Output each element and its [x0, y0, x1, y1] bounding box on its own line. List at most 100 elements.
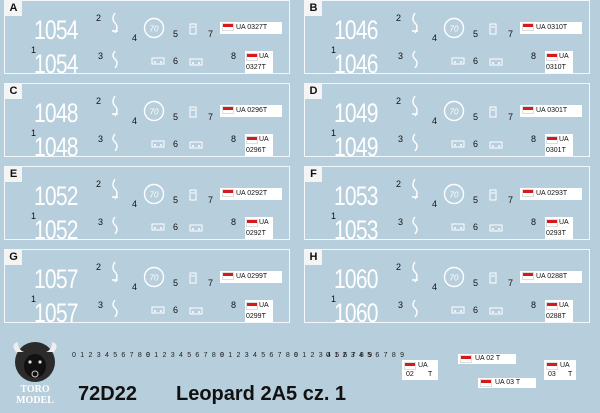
position-index: 1: [331, 294, 337, 304]
turret-number: 1046: [334, 49, 379, 74]
position-index: 8: [531, 217, 537, 227]
position-index: 3: [98, 51, 104, 61]
position-index: 2: [396, 13, 402, 23]
tactical-sign-icon: [189, 189, 197, 201]
plate-text: UA: [559, 136, 569, 143]
plate-text: 03: [548, 371, 556, 378]
svg-text:70: 70: [150, 108, 159, 117]
toro-model-logo: TORO MODEL: [6, 340, 64, 408]
ukraine-flag-icon: [222, 272, 234, 281]
ukraine-flag-icon: [246, 219, 258, 227]
license-plate-short: UA 0310T: [545, 51, 573, 73]
position-index: 7: [208, 112, 214, 122]
vehicle-symbol-icon: [451, 140, 465, 148]
license-plate-long: UA 0327T: [220, 22, 282, 34]
position-index: 8: [531, 134, 537, 144]
position-index: 3: [98, 134, 104, 144]
decal-panel-h: H 1060 1060 1 2 3 4 5 6 7 8 70: [304, 249, 590, 323]
turret-number: 1053: [334, 215, 379, 240]
position-index: 1: [31, 211, 37, 221]
license-plate-short: UA 0293T: [545, 217, 573, 239]
speed-limit-sign-icon: 70: [443, 17, 465, 39]
position-index: 3: [98, 300, 104, 310]
turret-number: 1057: [34, 264, 79, 294]
plate-text: UA: [259, 302, 269, 309]
speed-limit-sign-icon: 70: [443, 266, 465, 288]
vehicle-symbol-icon: [451, 223, 465, 231]
ukraine-flag-icon: [546, 136, 558, 144]
serpent-icon: [412, 178, 418, 200]
plate-text: 0310T: [546, 64, 566, 71]
position-index: 6: [473, 305, 479, 315]
plate-text: 0296T: [246, 147, 266, 154]
decal-panel-a: A 1054 1054 1 2 3 4 5 6 7 8 70: [4, 0, 290, 74]
serpent-icon: [112, 216, 118, 235]
ukraine-flag-icon: [546, 302, 558, 310]
vehicle-symbol-icon: [451, 306, 465, 314]
license-plate-short: UA 0301T: [545, 134, 573, 156]
plate-text: UA 0292T: [236, 190, 268, 197]
panel-letter: C: [5, 84, 22, 99]
plate-text: 02: [406, 371, 414, 378]
position-index: 5: [473, 112, 479, 122]
product-code: 72D22: [78, 383, 137, 405]
decal-panel-b: B 1046 1046 1 2 3 4 5 6 7 8 70: [304, 0, 590, 74]
position-index: 7: [508, 29, 514, 39]
speed-limit-sign-icon: 70: [143, 266, 165, 288]
position-index: 8: [231, 300, 237, 310]
tactical-sign-icon: [489, 23, 497, 35]
turret-number: 1048: [34, 132, 79, 157]
panel-letter: E: [5, 167, 22, 182]
svg-text:70: 70: [450, 108, 459, 117]
plate-text: 0293T: [546, 230, 566, 237]
ukraine-flag-icon: [522, 189, 534, 198]
plate-text: UA: [559, 219, 569, 226]
serpent-icon: [112, 50, 118, 69]
svg-text:70: 70: [450, 191, 459, 200]
vehicle-symbol-icon: [451, 57, 465, 65]
vehicle-symbol-icon: [151, 306, 165, 314]
serpent-icon: [412, 261, 418, 283]
decal-panel-c: C 1048 1048 1 2 3 4 5 6 7 8 70: [4, 83, 290, 157]
svg-text:70: 70: [150, 25, 159, 34]
position-index: 7: [508, 278, 514, 288]
ukraine-flag-icon: [522, 272, 534, 281]
serpent-icon: [112, 299, 118, 318]
plate-text: UA 0327T: [236, 24, 268, 31]
position-index: 1: [331, 45, 337, 55]
footer-plate-small: UA 02 T: [402, 360, 438, 380]
speed-limit-sign-icon: 70: [443, 183, 465, 205]
vehicle-symbol-icon: [489, 141, 503, 149]
tactical-sign-icon: [189, 23, 197, 35]
position-index: 6: [473, 222, 479, 232]
position-index: 4: [132, 199, 138, 209]
svg-text:70: 70: [450, 274, 459, 283]
ukraine-flag-icon: [546, 219, 558, 227]
decal-panel-d: D 1049 1049 1 2 3 4 5 6 7 8 70: [304, 83, 590, 157]
position-index: 5: [473, 195, 479, 205]
vehicle-symbol-icon: [151, 57, 165, 65]
logo-line1: TORO: [20, 384, 49, 395]
panel-letter: B: [305, 1, 322, 16]
position-index: 3: [98, 217, 104, 227]
position-index: 7: [208, 278, 214, 288]
plate-text: UA 02 T: [475, 355, 501, 362]
ukraine-flag-icon: [480, 379, 492, 387]
plate-text: T: [568, 371, 573, 378]
position-index: 1: [31, 128, 37, 138]
serpent-icon: [112, 133, 118, 152]
plate-text: UA 0301T: [536, 107, 568, 114]
footer-plate-long: UA 03 T: [478, 378, 536, 388]
turret-number: 1052: [34, 181, 79, 211]
position-index: 8: [231, 134, 237, 144]
position-index: 3: [398, 51, 404, 61]
position-index: 2: [96, 262, 102, 272]
speed-limit-sign-icon: 70: [143, 100, 165, 122]
license-plate-short: UA 0292T: [245, 217, 273, 239]
vehicle-symbol-icon: [489, 307, 503, 315]
tactical-sign-icon: [489, 272, 497, 284]
serpent-icon: [112, 261, 118, 283]
position-index: 5: [473, 278, 479, 288]
position-index: 4: [132, 282, 138, 292]
position-index: 5: [173, 112, 179, 122]
